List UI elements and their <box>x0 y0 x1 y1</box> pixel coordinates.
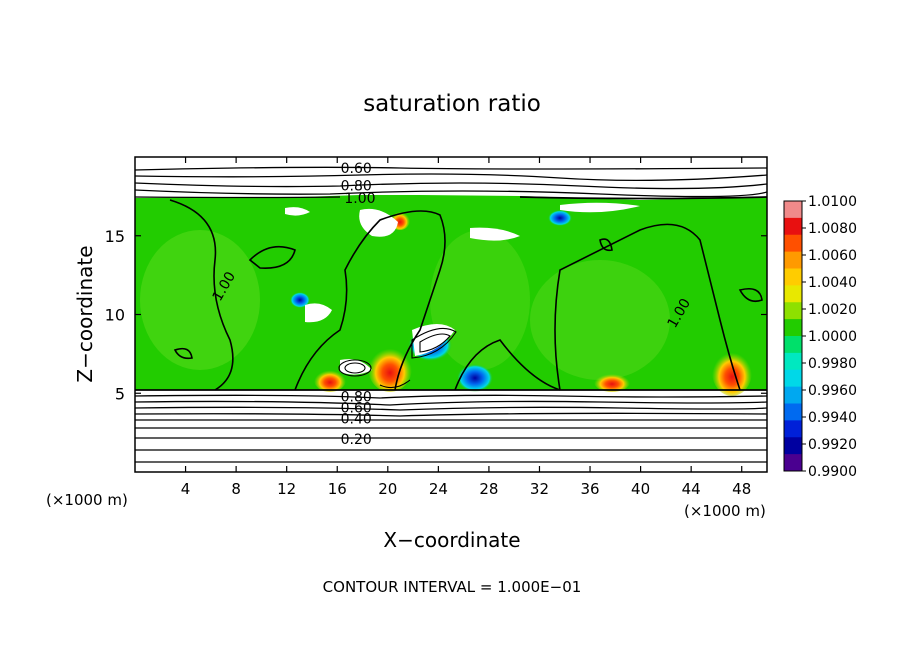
lower-contours <box>135 389 767 463</box>
chart-title: saturation ratio <box>363 91 541 117</box>
x-unit-left: (×1000 m) <box>46 491 128 509</box>
contour-label: 0.60 <box>341 161 372 177</box>
field-coldspot <box>457 364 493 392</box>
field-patch <box>530 260 670 380</box>
x-tick-label: 36 <box>580 480 599 498</box>
field-dry-pocket <box>560 202 640 213</box>
colorbar-swatch <box>784 251 802 269</box>
colorbar-swatch <box>784 201 802 219</box>
colorbar: 1.0100 1.0080 1.0060 1.0040 1.0020 1.0000 0.99… <box>783 194 857 480</box>
colorbar-swatch <box>784 217 802 236</box>
colorbar-label: 0.9960 <box>808 383 857 399</box>
upper-contours <box>135 166 767 200</box>
field-hotspot <box>712 348 752 396</box>
field-hotspot <box>594 372 630 392</box>
field-dry-pocket <box>470 227 520 241</box>
colorbar-swatch <box>784 454 802 472</box>
colorbar-label: 0.9940 <box>808 410 857 426</box>
colorbar-swatch <box>784 403 802 421</box>
contour-interval-footer: CONTOUR INTERVAL = 1.000E−01 <box>323 578 582 596</box>
contour-label: 0.20 <box>341 432 372 448</box>
y-axis-ticks: 5 10 15 <box>105 227 767 403</box>
y-tick-label: 10 <box>105 306 125 325</box>
plot-area <box>135 166 767 463</box>
colorbar-label: 1.0060 <box>808 248 857 264</box>
x-axis-ticks: 4 8 12 16 20 24 28 32 36 40 44 48 <box>181 157 751 498</box>
colorbar-swatch <box>784 437 802 455</box>
colorbar-swatch <box>784 302 802 320</box>
y-axis-label: Z−coordinate <box>73 245 97 382</box>
x-tick-label: 4 <box>181 480 191 498</box>
field-coldspot <box>290 292 310 308</box>
x-tick-label: 48 <box>732 480 751 498</box>
x-tick-label: 44 <box>682 480 701 498</box>
colorbar-swatch <box>784 285 802 303</box>
colorbar-swatch <box>784 369 802 388</box>
field-dry-pocket <box>305 303 332 323</box>
field-patch <box>430 230 530 370</box>
colorbar-label: 1.0040 <box>808 275 857 291</box>
x-tick-label: 28 <box>479 480 498 498</box>
x-tick-label: 40 <box>631 480 650 498</box>
colorbar-label: 1.0020 <box>808 302 857 318</box>
field-coldspot <box>548 210 572 226</box>
colorbar-swatch <box>784 268 802 286</box>
colorbar-label: 1.0080 <box>808 221 857 237</box>
x-tick-label: 24 <box>429 480 448 498</box>
unity-contours <box>169 199 763 391</box>
colorbar-swatch <box>784 352 802 371</box>
field-dry-pocket <box>285 207 310 216</box>
x-tick-label: 16 <box>328 480 347 498</box>
field-dry-pocket <box>359 208 398 237</box>
x-tick-label: 32 <box>530 480 549 498</box>
x-tick-label: 20 <box>378 480 397 498</box>
colorbar-swatch <box>784 420 802 438</box>
x-tick-label: 8 <box>231 480 241 498</box>
field-moist-layer <box>135 195 767 390</box>
colorbar-label: 0.9920 <box>808 437 857 453</box>
colorbar-label: 1.0100 <box>808 194 857 210</box>
x-axis-label: X−coordinate <box>383 528 520 552</box>
colorbar-swatch <box>784 336 802 354</box>
field-hotspot <box>368 344 412 392</box>
contour-label: 0.40 <box>341 411 372 427</box>
colorbar-label: 0.9900 <box>808 464 857 480</box>
y-tick-label: 15 <box>105 227 125 246</box>
contour-label: 0.60 <box>341 400 372 416</box>
colorbar-swatch <box>784 234 802 253</box>
field-dry-pocket <box>412 324 455 356</box>
field-patch <box>140 230 260 370</box>
colorbar-swatch <box>784 386 802 404</box>
perturbation-contours <box>338 327 457 389</box>
contour-label: 1.00 <box>344 191 375 207</box>
x-tick-label: 12 <box>277 480 296 498</box>
field-hotspot <box>314 368 346 392</box>
contour-label: 0.80 <box>341 178 372 194</box>
contour-label: 0.80 <box>341 389 372 405</box>
colorbar-swatch <box>784 319 802 337</box>
x-unit-right: (×1000 m) <box>684 502 766 520</box>
colorbar-label: 0.9980 <box>808 356 857 372</box>
colorbar-label: 1.0000 <box>808 329 857 345</box>
y-tick-label: 5 <box>115 384 125 403</box>
